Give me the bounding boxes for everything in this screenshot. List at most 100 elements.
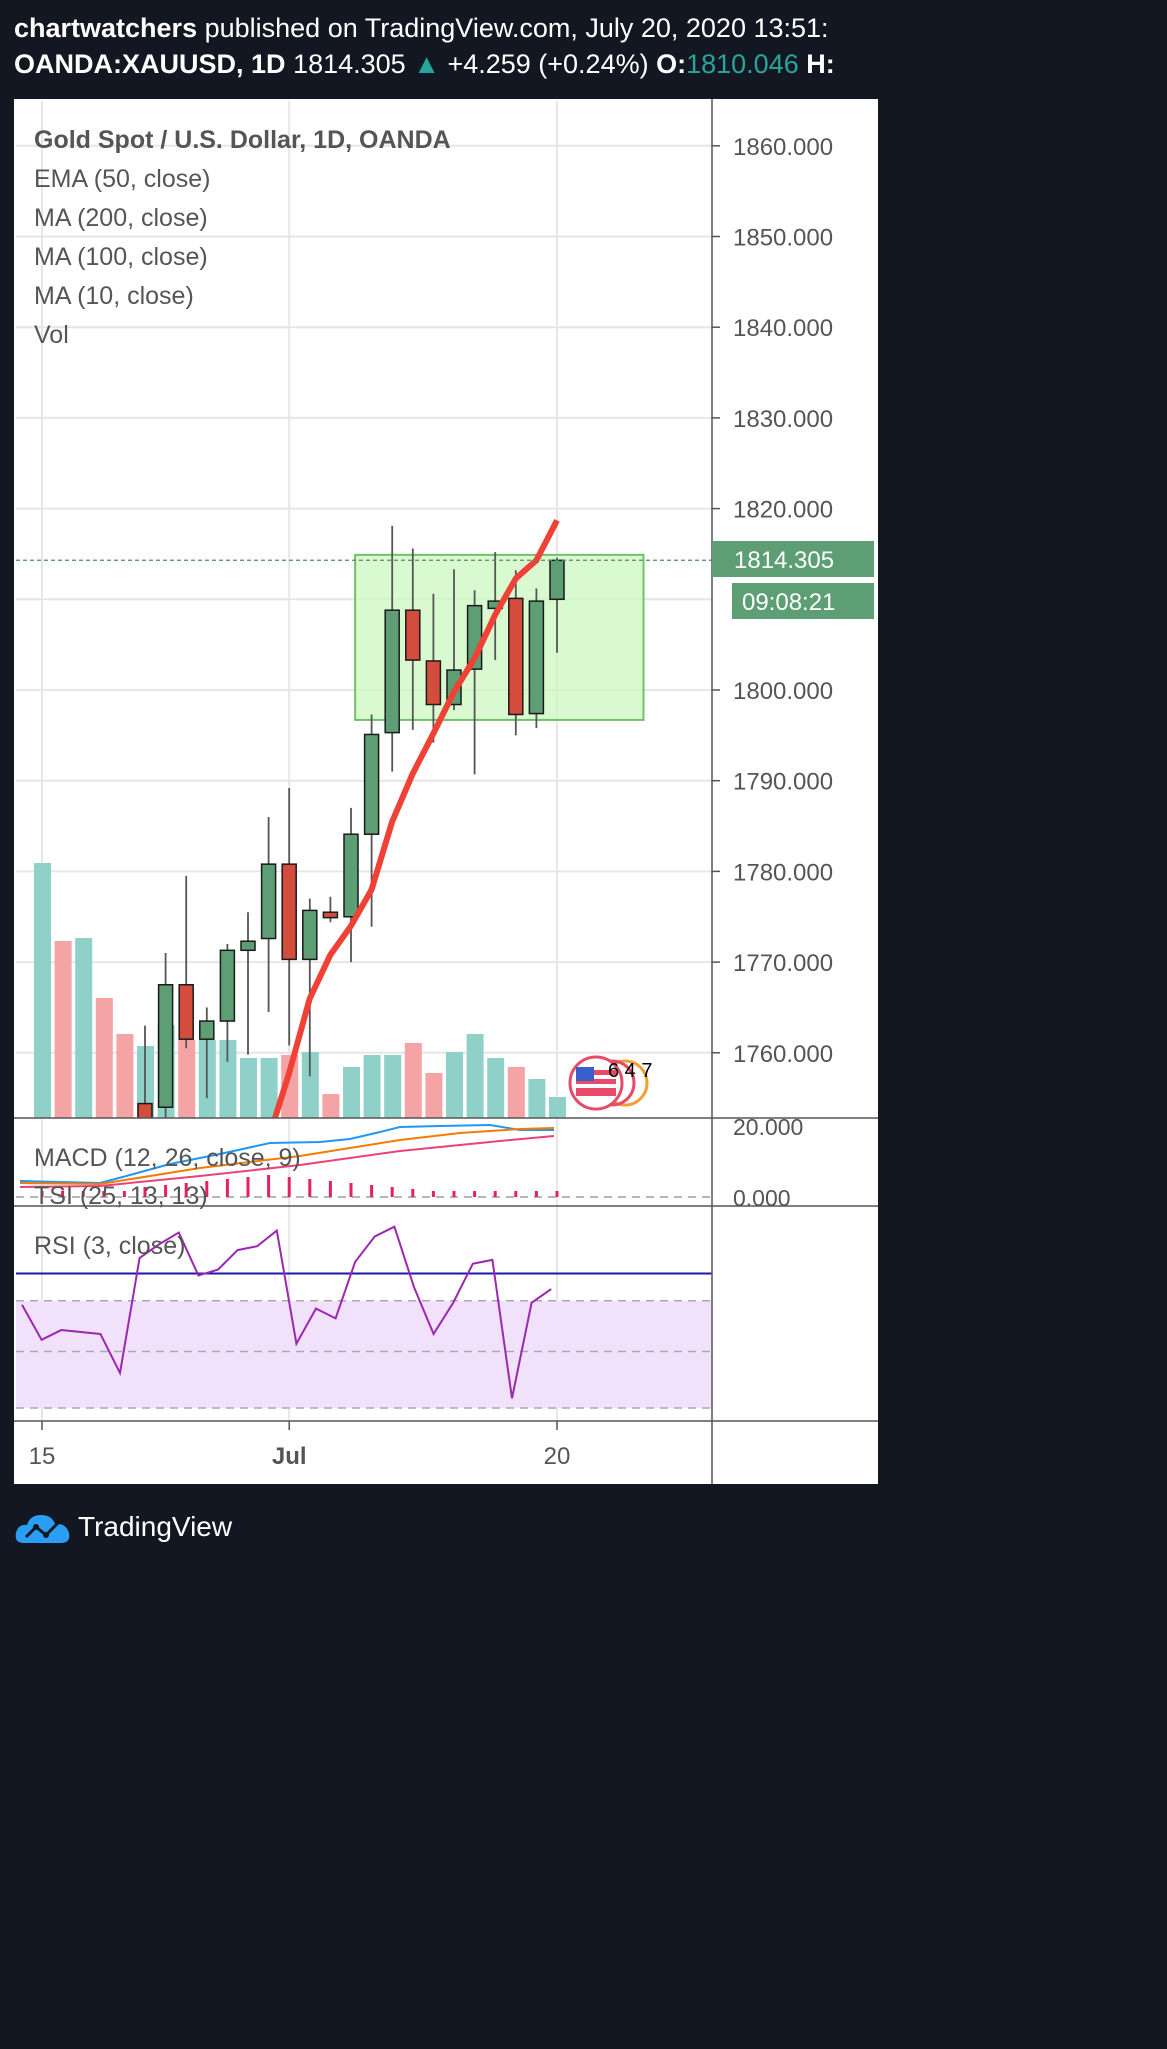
candle-body <box>363 733 380 835</box>
candle-body <box>219 949 236 1022</box>
volume-bar <box>404 1043 422 1118</box>
legend-title: Gold Spot / U.S. Dollar, 1D, OANDA <box>34 126 451 154</box>
volume-bar <box>34 863 51 1118</box>
volume-bar <box>219 1040 237 1118</box>
candle-body <box>240 940 256 952</box>
us-flag-stripe-icon <box>576 1084 616 1088</box>
candle-body <box>281 863 297 961</box>
macd-line <box>19 1123 554 1185</box>
price-tick-label: 1770.000 <box>733 950 833 977</box>
volume-bar <box>240 1058 257 1118</box>
candle-body <box>157 984 174 1108</box>
last-price: 1814.305 <box>293 49 406 79</box>
up-triangle-icon: ▲ <box>413 49 440 79</box>
macd-tick-0: 0.000 <box>733 1185 791 1211</box>
chart-legend: Gold Spot / U.S. Dollar, 1D, OANDA EMA (… <box>34 126 451 349</box>
volume-bar <box>549 1097 566 1118</box>
volume-bar <box>384 1055 402 1118</box>
rsi-line <box>21 1225 552 1399</box>
price-tick-label: 1830.000 <box>733 406 833 433</box>
current-price-label: 1814.305 <box>734 547 834 574</box>
volume-bar <box>54 941 72 1118</box>
volume-bar <box>116 1034 134 1118</box>
rsi-label: RSI (3, close) <box>34 1232 185 1260</box>
volume-bar <box>507 1067 525 1118</box>
price-tick-label: 1780.000 <box>733 859 833 886</box>
chart-header: chartwatchers published on TradingView.c… <box>14 10 835 82</box>
candle-body <box>302 909 318 961</box>
tradingview-cloud-icon <box>15 1515 70 1543</box>
price-chart[interactable]: 6 4 7 MACD (12, 26, close, 9) TSI (25, 1… <box>0 0 893 1490</box>
volume-bar <box>75 938 93 1118</box>
price-tick-label: 1820.000 <box>733 497 833 524</box>
range-box[interactable] <box>354 553 645 721</box>
candle-body <box>384 609 400 734</box>
us-flag-canton-icon <box>576 1067 594 1081</box>
ma-line-path <box>271 519 560 1118</box>
candle-body <box>549 559 565 601</box>
chart-area[interactable] <box>14 99 878 1484</box>
candle-body <box>343 833 359 918</box>
volume-bar <box>260 1058 278 1118</box>
macd-pane[interactable]: MACD (12, 26, close, 9) TSI (25, 13, 13)… <box>16 1114 803 1211</box>
legend-ema: EMA (50, close) <box>34 165 210 193</box>
open-value: 1810.046 <box>686 49 799 79</box>
candle-body <box>178 984 194 1040</box>
volume-bar <box>322 1094 340 1118</box>
legend-ma-200: MA (200, close) <box>34 204 208 232</box>
time-tick-label: 20 <box>544 1443 571 1470</box>
brand-name: TradingView <box>78 1511 233 1542</box>
price-axis[interactable]: 1860.000 1850.000 1840.000 1830.000 1820.000… <box>712 134 833 1068</box>
candle-body <box>260 863 277 940</box>
author-name[interactable]: chartwatchers <box>14 13 198 43</box>
volume-bar <box>466 1034 484 1118</box>
price-tick-label: 1840.000 <box>733 315 833 342</box>
countdown-badge <box>732 583 874 619</box>
range-box-rect <box>354 553 645 721</box>
footer[interactable]: TradingView <box>14 1505 232 1549</box>
price-tick-label: 1850.000 <box>733 225 833 252</box>
time-tick-label: Jul <box>272 1443 307 1470</box>
event-marker[interactable]: 6 4 7 <box>568 1055 652 1111</box>
tsi-line <box>19 1135 555 1188</box>
moving-average-line <box>271 519 560 1118</box>
legend-ma-100: MA (100, close) <box>34 243 208 271</box>
volume-bar <box>95 998 113 1118</box>
volume-bars <box>34 863 566 1118</box>
volume-bar <box>363 1055 381 1118</box>
volume-bar <box>281 1055 299 1118</box>
volume-bar <box>301 1052 319 1118</box>
volume-bar <box>528 1079 546 1118</box>
volume-bar <box>487 1058 505 1118</box>
time-tick-label: 15 <box>29 1443 56 1470</box>
macd-signal-line <box>19 1127 555 1186</box>
candle-body <box>528 600 545 715</box>
rsi-band <box>16 1300 712 1409</box>
pane-borders <box>14 99 878 1484</box>
price-tick-label: 1800.000 <box>733 678 833 705</box>
high-label: H: <box>806 49 835 79</box>
volume-bar <box>425 1073 443 1118</box>
candle-body <box>508 597 524 716</box>
macd-histogram <box>40 1175 559 1197</box>
price-tick-label: 1790.000 <box>733 769 833 796</box>
legend-vol: Vol <box>34 321 69 349</box>
volume-bar <box>446 1052 463 1118</box>
price-change: +4.259 (+0.24%) <box>447 49 649 79</box>
published-text: published on TradingView.com, July 20, 2… <box>204 13 829 43</box>
candle-body <box>425 660 442 706</box>
price-tick-label: 1760.000 <box>733 1041 833 1068</box>
volume-bar <box>343 1067 360 1118</box>
legend-ma-10: MA (10, close) <box>34 282 194 310</box>
symbol-label: OANDA:XAUUSD, 1D <box>14 49 286 79</box>
rsi-pane[interactable]: RSI (3, close) <box>16 1225 712 1409</box>
open-label: O: <box>656 49 687 79</box>
countdown-label: 09:08:21 <box>742 589 835 616</box>
event-marker-label: 6 4 7 <box>608 1060 652 1082</box>
candle-body <box>199 1020 215 1040</box>
volume-bar <box>178 1040 196 1118</box>
current-price-badge <box>712 541 874 577</box>
time-axis[interactable]: 15 Jul 20 <box>29 1421 571 1470</box>
price-tick-label: 1860.000 <box>733 134 833 161</box>
candle-body <box>405 609 421 661</box>
